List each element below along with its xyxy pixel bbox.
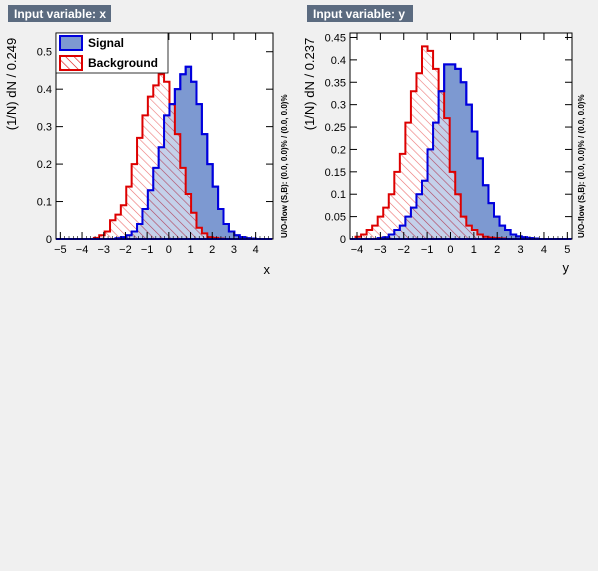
y-tick-label: 0.2	[331, 144, 346, 156]
x-tick-label: 1	[471, 244, 477, 256]
y-tick-label: 0.1	[331, 189, 346, 201]
y-tick-label: 0.45	[325, 32, 346, 44]
x-tick-label: −4	[351, 244, 364, 256]
x-tick-label: −1	[141, 244, 154, 256]
y-axis-label: (1/N) dN / 0.237	[302, 38, 317, 131]
chart-title: Input variable: y	[313, 7, 405, 21]
title-box	[307, 5, 413, 22]
y-tick-label: 0.25	[325, 122, 346, 134]
y-tick-label: 0	[46, 234, 52, 246]
x-tick-label: 3	[231, 244, 237, 256]
y-tick-label: 0	[340, 234, 346, 246]
legend-label-signal: Signal	[88, 36, 124, 50]
x-axis-label: x	[264, 262, 271, 277]
x-tick-label: 0	[447, 244, 453, 256]
x-tick-label: −5	[54, 244, 67, 256]
y-tick-label: 0.4	[37, 84, 52, 96]
legend-label-background: Background	[88, 56, 158, 70]
x-tick-label: 3	[518, 244, 524, 256]
y-tick-label: 0.15	[325, 167, 346, 179]
histogram-plot-y: Input variable: y −4 −3 −2 −1 0 1 2 3 4 5 0 0.05 0.1 0…	[302, 5, 586, 275]
x-tick-label: 0	[166, 244, 172, 256]
x-tick-label: 4	[541, 244, 547, 256]
histogram-plot-x: Input variable: x −5 −4 −3 −2 −1 0 1 2 3 4 0 0.1 0.2 0…	[4, 5, 289, 277]
y-tick-label: 0.3	[331, 100, 346, 112]
legend-swatch-background	[59, 55, 83, 71]
overflow-label: U/O-flow (S,B): (0.0, 0.0)% / (0.0, 0.0)…	[280, 94, 289, 238]
chart-title: Input variable: x	[14, 7, 106, 21]
x-tick-label: −1	[421, 244, 434, 256]
x-tick-label: 4	[253, 244, 259, 256]
x-tick-label: 1	[187, 244, 193, 256]
legend: Signal Background	[55, 32, 169, 74]
y-axis-label: (1/N) dN / 0.249	[4, 38, 19, 131]
x-tick-label: 5	[564, 244, 570, 256]
y-tick-label: 0.3	[37, 122, 52, 134]
y-tick-label: 0.05	[325, 212, 346, 224]
overflow-label: U/O-flow (S,B): (0.0, 0.0)% / (0.0, 0.0)…	[577, 94, 586, 238]
y-tick-label: 0.2	[37, 159, 52, 171]
x-tick-label: 2	[209, 244, 215, 256]
y-tick-label: 0.4	[331, 55, 346, 67]
y-tick-label: 0.1	[37, 197, 52, 209]
x-tick-label: −3	[374, 244, 387, 256]
legend-swatch-signal	[59, 35, 83, 51]
y-tick-label: 0.5	[37, 47, 52, 59]
x-tick-label: −4	[76, 244, 89, 256]
plot-frame	[349, 32, 573, 240]
signal-outline	[350, 63, 572, 240]
x-tick-label: −2	[397, 244, 410, 256]
x-axis-label: y	[563, 260, 570, 275]
x-tick-label: −3	[97, 244, 110, 256]
title-box	[8, 5, 111, 22]
x-tick-label: 2	[494, 244, 500, 256]
y-tick-label: 0.35	[325, 77, 346, 89]
x-tick-label: −2	[119, 244, 132, 256]
